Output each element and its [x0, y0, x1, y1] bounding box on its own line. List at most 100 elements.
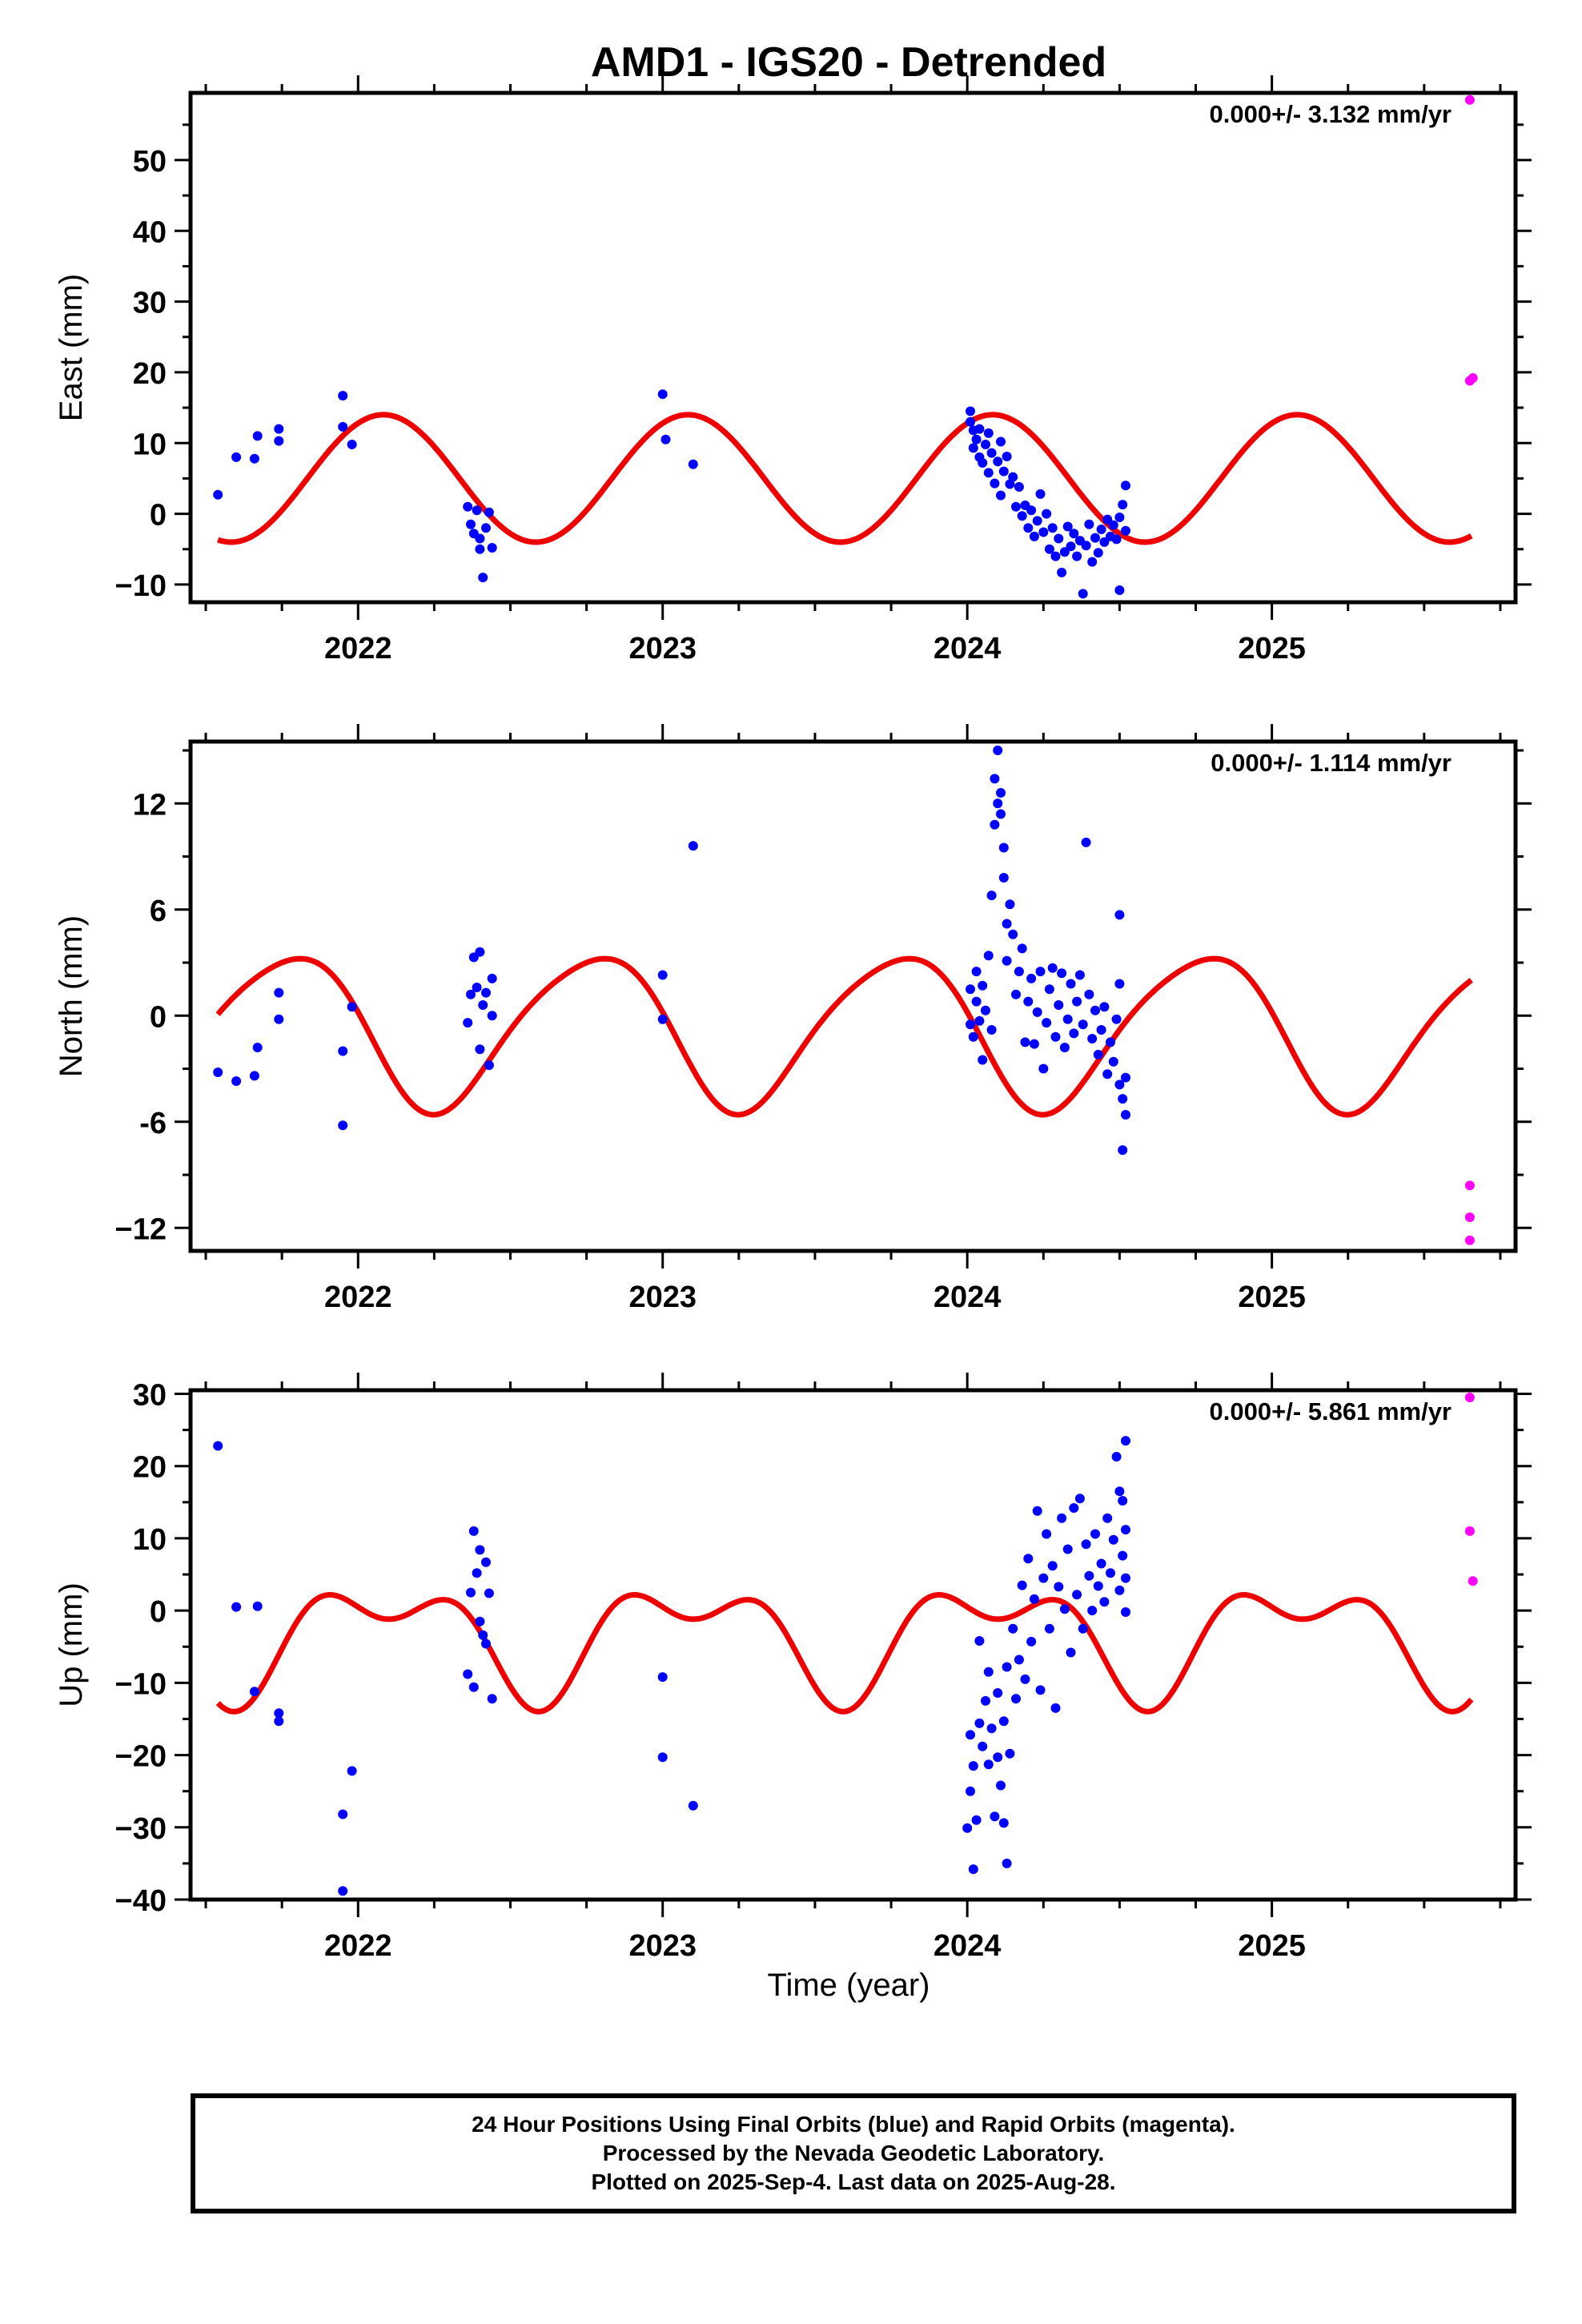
north-final-point [338, 1046, 348, 1056]
east-final-point [1078, 589, 1088, 599]
up-y-tick-label: −10 [115, 1667, 167, 1701]
east-y-tick-label: 0 [150, 499, 167, 533]
north-final-point [347, 1002, 357, 1012]
up-final-point [1108, 1534, 1118, 1545]
east-y-tick-label: 40 [133, 215, 167, 249]
north-final-point [978, 980, 988, 991]
east-y-axis-label: East (mm) [54, 274, 89, 421]
east-final-point [1066, 541, 1076, 552]
up-final-point [1038, 1573, 1049, 1583]
up-final-point [993, 1688, 1003, 1698]
east-final-point [978, 458, 988, 468]
up-final-point [1084, 1570, 1094, 1581]
up-final-point [1114, 1486, 1125, 1497]
north-final-point [968, 1031, 978, 1042]
east-final-point [249, 453, 259, 464]
up-final-point [1106, 1568, 1115, 1578]
up-final-point [481, 1557, 491, 1567]
up-final-point [1026, 1636, 1037, 1647]
east-final-point [1029, 531, 1039, 541]
east-final-point [1026, 505, 1037, 516]
east-final-point [990, 478, 1000, 489]
east-final-point [1023, 523, 1034, 533]
up-final-point [1059, 1604, 1070, 1614]
north-final-point [990, 774, 1000, 784]
east-final-point [463, 501, 473, 512]
north-final-point [213, 1068, 223, 1077]
up-final-point [996, 1780, 1006, 1791]
north-final-point [1081, 837, 1091, 847]
footer-line-2: Processed by the Nevada Geodetic Laborat… [602, 2141, 1105, 2165]
east-final-point [1069, 529, 1079, 539]
north-final-point [688, 841, 698, 851]
east-final-point [983, 468, 994, 478]
up-final-point [1062, 1544, 1073, 1554]
north-x-tick-label: 2023 [628, 1281, 697, 1314]
up-final-point [472, 1568, 482, 1578]
up-final-point [1002, 1662, 1012, 1672]
east-rapid-point [1468, 373, 1478, 383]
up-final-point [998, 1716, 1009, 1727]
up-final-point [487, 1694, 497, 1704]
north-final-point [1054, 1000, 1064, 1010]
north-final-point [971, 996, 982, 1007]
east-final-point [338, 421, 348, 432]
north-final-point [1102, 1069, 1113, 1080]
north-final-point [1020, 1037, 1030, 1047]
east-final-point [213, 489, 223, 500]
east-final-point [983, 428, 994, 438]
north-final-point [466, 989, 476, 999]
up-final-point [1029, 1594, 1039, 1604]
east-final-point [1087, 557, 1098, 567]
up-final-point [1099, 1597, 1110, 1607]
east-final-point [1114, 585, 1125, 595]
east-frame [188, 90, 1518, 605]
east-x-tick-label: 2024 [934, 632, 1002, 665]
up-final-point [1074, 1494, 1085, 1504]
east-final-point [1090, 533, 1100, 543]
up-final-point [966, 1786, 975, 1796]
east-final-point [487, 543, 497, 553]
north-final-point [1074, 970, 1085, 980]
up-final-point [986, 1723, 997, 1734]
east-x-tick-label: 2023 [628, 632, 697, 665]
east-final-point [1059, 547, 1070, 557]
east-final-point [974, 424, 985, 434]
east-final-point [1121, 525, 1130, 536]
east-final-point [1044, 544, 1054, 554]
east-final-point [478, 573, 488, 583]
up-y-tick-label: 20 [133, 1451, 167, 1485]
up-final-point [231, 1602, 242, 1612]
north-final-point [993, 746, 1003, 755]
up-final-point [1057, 1513, 1067, 1523]
up-x-tick-label: 2025 [1238, 1929, 1306, 1963]
up-frame [188, 1388, 1518, 1902]
north-rapid-point [1464, 1212, 1475, 1222]
north-final-point [998, 873, 1009, 883]
up-y-tick-label: 30 [133, 1379, 167, 1413]
north-final-point [231, 1076, 242, 1086]
east-x-tick-label: 2022 [324, 632, 392, 665]
east-final-point [1042, 509, 1052, 519]
up-y-tick-label: 0 [150, 1595, 167, 1629]
up-final-point [1044, 1623, 1054, 1634]
north-final-point [1096, 1025, 1106, 1035]
north-final-point [1032, 1007, 1042, 1017]
north-final-point [1111, 1014, 1122, 1024]
north-final-point [998, 842, 1009, 853]
up-final-point [274, 1716, 284, 1727]
up-final-point [983, 1667, 994, 1677]
east-final-point [1057, 567, 1067, 577]
east-x-tick-label: 2025 [1238, 632, 1306, 665]
north-final-point [1118, 1094, 1128, 1104]
east-final-point [472, 505, 482, 516]
north-y-tick-label: 0 [150, 1000, 167, 1034]
up-final-point [466, 1587, 476, 1598]
east-final-point [1002, 452, 1012, 461]
up-final-point [657, 1672, 668, 1683]
north-final-point [1035, 967, 1046, 977]
east-final-point [1008, 472, 1018, 482]
north-final-point [249, 1071, 259, 1081]
north-final-point [1023, 996, 1034, 1007]
